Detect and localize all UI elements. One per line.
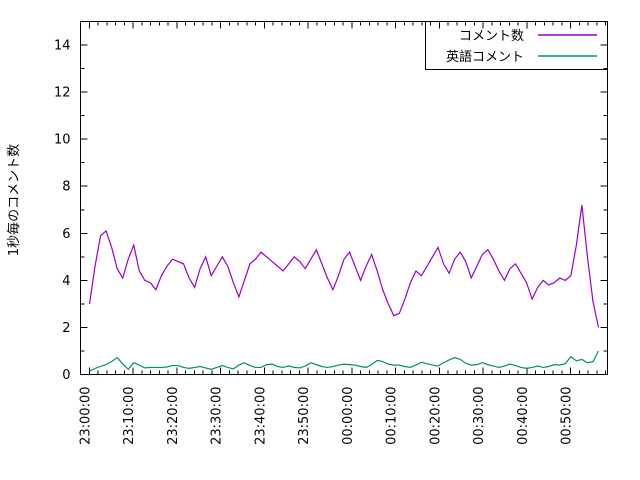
- plot-frame: [80, 21, 608, 375]
- series-line-english-comment: [89, 350, 600, 372]
- y-axis-tick-labels: 0 2 4 6 8 10 12 14: [54, 39, 71, 383]
- y-tick-label: 8: [62, 180, 70, 195]
- x-tick-label: 23:50:00: [297, 387, 312, 445]
- y-tick-label: 12: [54, 86, 71, 101]
- x-tick-label: 23:00:00: [79, 387, 94, 445]
- x-tick-label: 23:40:00: [253, 387, 268, 445]
- legend-border: [425, 21, 608, 70]
- series-line-comment-count: [88, 204, 600, 328]
- legend: コメント数 英語コメント: [425, 21, 608, 70]
- x-tick-label: 23:30:00: [210, 387, 225, 445]
- y-axis-title: 1秒毎のコメント数: [6, 144, 22, 256]
- x-tick-label: 00:00:00: [341, 387, 356, 445]
- x-tick-label: 23:20:00: [166, 387, 181, 445]
- y-tick-label: 0: [62, 368, 70, 383]
- y-tick-label: 6: [62, 227, 70, 242]
- x-tick-label: 23:10:00: [122, 387, 137, 445]
- axis-tick-marks: [80, 21, 608, 375]
- x-tick-label: 00:10:00: [385, 387, 400, 445]
- y-tick-label: 10: [54, 133, 71, 148]
- y-axis-title-text: 1秒毎のコメント数: [6, 144, 22, 256]
- x-axis-tick-labels: 23:00:00 23:10:00 23:20:00 23:30:00 23:40:00…: [79, 387, 575, 445]
- x-tick-label: 00:20:00: [428, 387, 443, 445]
- x-tick-label: 00:50:00: [560, 387, 575, 445]
- y-tick-label: 4: [62, 274, 70, 289]
- data-series-group: [88, 204, 600, 372]
- x-tick-label: 00:30:00: [472, 387, 487, 445]
- x-tick-label: 00:40:00: [516, 387, 531, 445]
- y-tick-label: 2: [62, 321, 70, 336]
- y-tick-label: 14: [54, 39, 71, 54]
- legend-label-english-comment: 英語コメント: [446, 49, 524, 65]
- legend-label-comment-count: コメント数: [459, 29, 524, 44]
